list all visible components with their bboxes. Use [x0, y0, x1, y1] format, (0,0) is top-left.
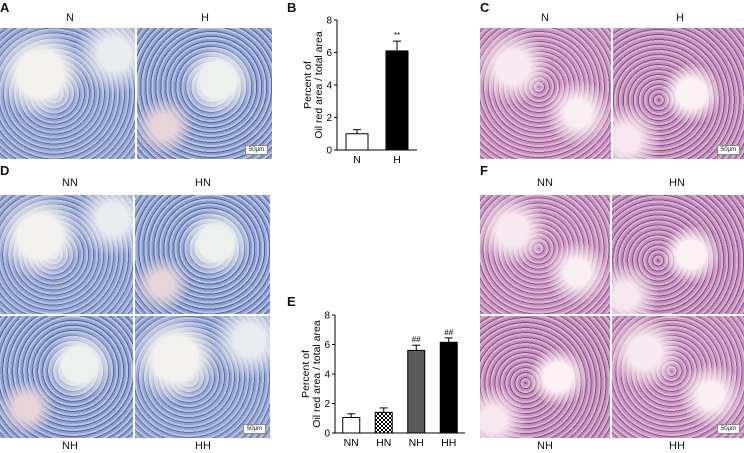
panel-d-label: D [0, 163, 10, 178]
x-tick-label: HN [376, 437, 391, 449]
chart-e: 0 2 4 6 8 Percent of Oil red area / total area… [300, 311, 465, 449]
panel-f-col-hh: HH [669, 440, 685, 452]
panel-d-image-nh [0, 316, 133, 438]
panel-b-label: B [287, 0, 297, 15]
y-tick-label: 0 [324, 429, 330, 440]
bar [407, 349, 426, 434]
x-tick-label: NH [409, 437, 424, 449]
panel-c-image-n [480, 28, 611, 159]
panel-c-label: C [480, 0, 490, 15]
y-tick-label: 2 [326, 113, 332, 124]
x-tick-label: H [393, 154, 401, 166]
y-tick-label: 2 [324, 399, 330, 410]
panel-f-label: F [480, 163, 488, 178]
panel-a-image-h: 50μm [137, 28, 272, 159]
scale-bar-label: 50μm [242, 424, 266, 434]
panel-f-image-nh [480, 316, 610, 438]
x-tick-label: NN [344, 437, 359, 449]
panel-f-col-nn: NN [537, 177, 553, 189]
scale-bar-label: 50μm [244, 145, 268, 155]
y-axis-label: Oil red area / total area [313, 31, 325, 139]
bar [385, 50, 409, 151]
y-tick-label: 4 [324, 370, 330, 381]
significance-mark: ** [394, 31, 400, 40]
y-axis-label: Oil red area / total area [311, 320, 323, 428]
y-tick-label: 8 [324, 311, 330, 322]
panel-d-col-nn: NN [62, 177, 78, 189]
y-tick-label: 6 [326, 48, 332, 59]
bar [439, 341, 458, 434]
panel-d-col-hh: HH [195, 440, 211, 452]
panel-c-col-n: N [541, 12, 549, 24]
panel-f-image-hn [612, 195, 744, 314]
panel-a-col-h: H [201, 12, 209, 24]
x-tick-label: N [353, 154, 361, 166]
panel-c-col-h: H [676, 12, 684, 24]
x-tick-label: HH [441, 437, 456, 449]
y-axis-label: Percent of [302, 61, 314, 109]
bar [345, 133, 369, 151]
y-axis-label: Percent of [300, 350, 312, 398]
panel-d-col-nh: NH [62, 440, 78, 452]
panel-a-image-n [0, 28, 135, 159]
y-tick-label: 8 [326, 16, 332, 27]
panel-d-col-hn: HN [195, 177, 211, 189]
scale-bar-label: 50μm [716, 424, 740, 434]
y-tick-label: 0 [326, 146, 332, 157]
panel-a-col-n: N [66, 12, 74, 24]
significance-mark: ## [412, 335, 421, 344]
panel-a-label: A [0, 0, 10, 15]
panel-c-image-h: 50μm [613, 28, 744, 159]
y-tick-label: 4 [326, 81, 332, 92]
panel-e-label: E [287, 294, 296, 309]
panel-d-image-hh: 50μm [135, 316, 270, 438]
panel-f-col-hn: HN [669, 177, 685, 189]
panel-d-image-hn [135, 195, 270, 314]
panel-f-col-nh: NH [537, 440, 553, 452]
panel-d-image-nn [0, 195, 133, 314]
bar [342, 417, 361, 434]
chart-b: 0 2 4 6 8 Percent of Oil red area / total area… [302, 16, 417, 166]
panel-f-image-hh: 50μm [612, 316, 744, 438]
bar [374, 411, 393, 434]
y-tick-label: 6 [324, 340, 330, 351]
panel-f-image-nn [480, 195, 610, 314]
significance-mark: ## [444, 328, 453, 337]
scale-bar-label: 50μm [716, 145, 740, 155]
